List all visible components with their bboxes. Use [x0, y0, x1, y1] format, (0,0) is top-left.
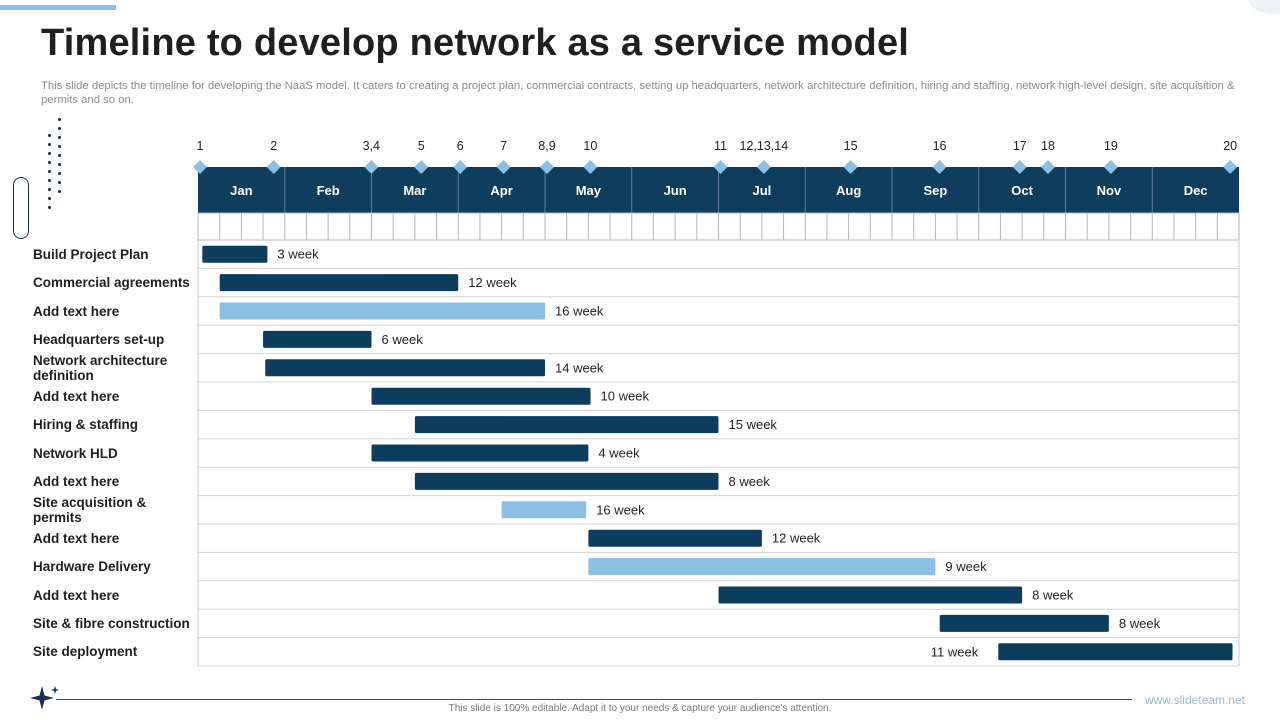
task-duration-label: 16 week [555, 304, 604, 319]
sparkle-icon [30, 686, 59, 710]
task-name: Network architecture definition [33, 352, 168, 383]
task-name: Hardware Delivery [33, 559, 151, 575]
task-duration-label: 12 week [468, 275, 517, 290]
milestone-label: 20 [1223, 139, 1237, 153]
milestone-marker [414, 160, 429, 174]
task-duration-label: 4 week [598, 446, 640, 461]
task-duration-label: 11 week [931, 644, 979, 659]
month-label: Oct [1011, 183, 1033, 198]
milestone-label: 17 [1013, 139, 1027, 153]
month-label: Jan [230, 183, 252, 198]
milestone-marker [756, 160, 771, 174]
milestone-label: 18 [1041, 139, 1055, 153]
footer-url[interactable]: www.slideteam.net [1144, 693, 1245, 707]
milestone-marker [713, 160, 728, 174]
task-name: Site acquisition & permits [33, 494, 147, 525]
task-bar [718, 586, 1023, 604]
task-duration-label: 14 week [555, 360, 604, 375]
milestone-label: 15 [844, 139, 858, 153]
page-title: Timeline to develop network as a service… [41, 22, 910, 64]
task-bar [371, 444, 589, 462]
task-bar [414, 416, 719, 434]
month-label: Jul [752, 183, 771, 198]
month-label: Nov [1097, 183, 1122, 198]
task-bar [219, 302, 545, 320]
milestone-label: 16 [933, 139, 947, 153]
task-duration-label: 8 week [1032, 588, 1074, 603]
milestone-marker [266, 160, 281, 174]
milestone-marker [1103, 160, 1118, 174]
task-bar [371, 387, 591, 405]
task-bar [263, 330, 372, 348]
task-duration-label: 8 week [1119, 616, 1161, 631]
page-subtitle: This slide depicts the timeline for deve… [41, 80, 1235, 106]
task-name: Site deployment [33, 644, 138, 660]
milestone-label: 10 [583, 139, 597, 153]
decorative-pill [13, 177, 29, 239]
task-name: Site & fibre construction [33, 615, 190, 631]
milestone-label: 8,9 [538, 139, 555, 153]
milestone-marker [364, 160, 379, 174]
task-name: Add text here [33, 473, 120, 489]
task-name: Network HLD [33, 445, 118, 461]
task-duration-label: 3 week [277, 247, 319, 262]
task-duration-label: 10 week [601, 389, 650, 404]
task-duration-label: 16 week [596, 502, 645, 517]
task-name: Add text here [33, 303, 120, 319]
milestone-label: 5 [418, 139, 425, 153]
task-bar [998, 643, 1233, 661]
task-bar [414, 472, 719, 490]
task-name: Commercial agreements [33, 275, 190, 291]
milestone-marker [540, 160, 554, 174]
task-duration-label: 8 week [729, 474, 771, 489]
task-bar [219, 274, 459, 292]
milestone-label: 7 [500, 139, 507, 153]
task-duration-label: 9 week [945, 559, 987, 574]
milestone-marker [1012, 160, 1027, 174]
milestone-marker [932, 160, 947, 174]
footer-note: This slide is 100% editable. Adapt it to… [448, 703, 832, 714]
task-duration-label: 15 week [729, 417, 778, 432]
month-label: Jun [664, 183, 687, 198]
milestone-marker [193, 160, 207, 174]
task-name: Headquarters set-up [33, 331, 165, 347]
month-label: Dec [1184, 183, 1208, 198]
task-name: Hiring & staffing [33, 417, 138, 433]
milestone-marker [843, 160, 858, 174]
milestone-label: 2 [270, 139, 277, 153]
task-bar [939, 614, 1109, 632]
task-name: Add text here [33, 388, 120, 404]
task-bar [265, 359, 545, 377]
milestone-marker [583, 160, 598, 174]
month-label: Aug [836, 183, 861, 198]
milestone-label: 1 [197, 139, 204, 153]
milestone-label: 6 [457, 139, 464, 153]
accent-bar [0, 5, 116, 10]
milestone-label: 3,4 [363, 139, 380, 153]
month-label: Apr [490, 183, 512, 198]
milestone-label: 11 [714, 139, 727, 153]
task-name: Build Project Plan [33, 246, 149, 262]
task-duration-label: 6 week [382, 332, 424, 347]
task-duration-label: 12 week [772, 531, 821, 546]
month-label: May [576, 183, 602, 198]
milestone-label: 19 [1104, 139, 1118, 153]
month-label: Sep [923, 183, 947, 198]
month-label: Feb [317, 183, 340, 198]
task-bar [202, 245, 268, 263]
milestone-marker [496, 160, 511, 174]
task-bar [588, 529, 762, 547]
milestone-marker [1223, 160, 1238, 174]
milestone-marker [1040, 160, 1055, 174]
task-bar [501, 501, 587, 519]
task-name: Add text here [33, 587, 120, 603]
task-name: Add text here [33, 530, 120, 546]
month-label: Mar [403, 183, 426, 198]
milestone-marker [453, 160, 468, 174]
task-bar [588, 558, 936, 576]
footer-divider [56, 699, 1132, 700]
milestone-label: 12,13,14 [740, 139, 789, 153]
